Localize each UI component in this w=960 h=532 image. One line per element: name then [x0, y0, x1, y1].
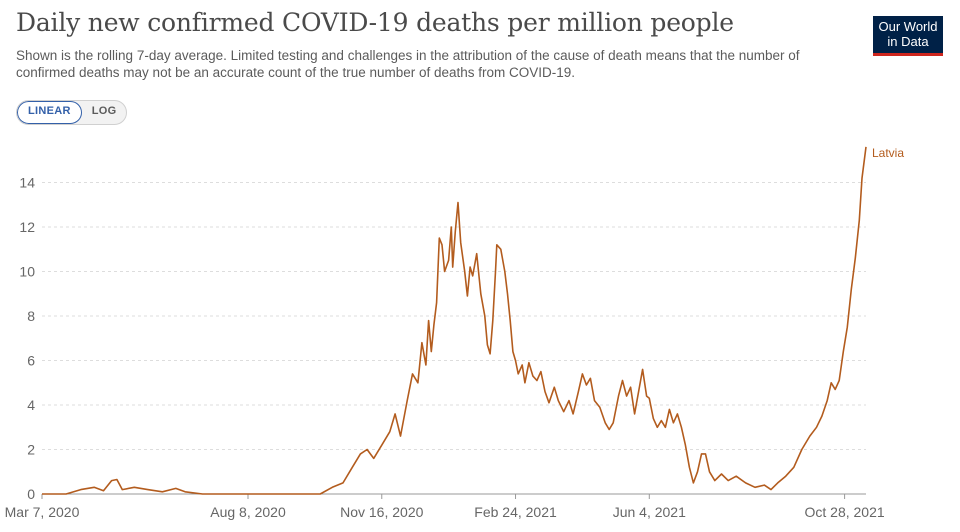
logo-line-2: in Data — [887, 34, 929, 49]
y-tick-label: 0 — [27, 486, 35, 502]
x-tick-label: Mar 7, 2020 — [5, 504, 80, 520]
series-layer: Latvia — [42, 146, 904, 495]
y-tick-label: 2 — [27, 442, 35, 458]
x-tick-label: Feb 24, 2021 — [474, 504, 557, 520]
series-label-latvia: Latvia — [872, 146, 904, 160]
scale-toggle: LINEAR LOG — [16, 100, 128, 125]
log-scale-button[interactable]: LOG — [91, 105, 117, 117]
y-axis: 0 2 4 6 8 10 12 14 — [19, 175, 35, 503]
y-tick-label: 6 — [27, 353, 35, 369]
x-tick-label: Aug 8, 2020 — [210, 504, 286, 520]
chart-subtitle: Shown is the rolling 7-day average. Limi… — [16, 48, 800, 80]
series-line-latvia — [42, 146, 867, 495]
grid-lines — [42, 182, 866, 450]
x-tick-label: Oct 28, 2021 — [805, 504, 885, 520]
y-tick-label: 8 — [27, 308, 35, 324]
linear-scale-button[interactable]: LINEAR — [17, 101, 82, 124]
logo-line-1: Our World — [878, 19, 938, 34]
y-tick-label: 10 — [19, 264, 35, 280]
owid-logo[interactable]: Our World in Data — [873, 16, 943, 56]
x-tick-label: Nov 16, 2020 — [340, 504, 423, 520]
chart-title: Daily new confirmed COVID-19 deaths per … — [16, 8, 734, 37]
x-axis: Mar 7, 2020 Aug 8, 2020 Nov 16, 2020 Feb 24… — [5, 493, 885, 520]
y-tick-label: 14 — [19, 175, 35, 191]
y-tick-label: 12 — [19, 219, 35, 235]
x-tick-label: Jun 4, 2021 — [613, 504, 686, 520]
y-tick-label: 4 — [27, 397, 35, 413]
